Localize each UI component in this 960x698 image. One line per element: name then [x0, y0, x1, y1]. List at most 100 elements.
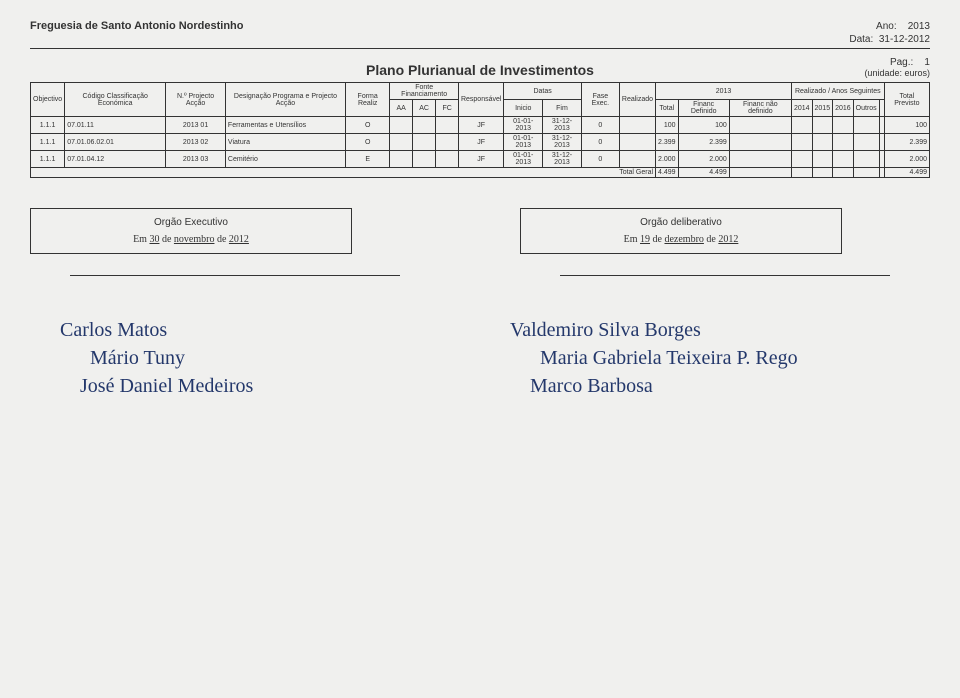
table-row: 1.1.107.01.04.122013 03CemitérioEJF01-01…	[31, 151, 930, 168]
table-cell: 2013 03	[166, 151, 226, 168]
table-cell	[436, 151, 459, 168]
table-cell	[833, 151, 854, 168]
th-blank	[879, 100, 884, 117]
table-cell: 2.000	[884, 151, 929, 168]
signatures-row: Orgão Executivo Em 30 de novembro de 201…	[30, 208, 930, 286]
delib-sig-box: Orgão deliberativo Em 19 de dezembro de …	[520, 208, 842, 254]
table-cell: E	[346, 151, 390, 168]
footer-total: 4.499	[656, 168, 679, 178]
table-cell	[812, 117, 833, 134]
table-cell: 0	[581, 134, 619, 151]
name-left-2: Mário Tuny	[90, 344, 450, 372]
th-aa: AA	[390, 100, 413, 117]
th-codigo: Código Classificação Económica	[65, 83, 166, 117]
table-cell	[619, 134, 655, 151]
table-cell	[436, 134, 459, 151]
table-cell: 100	[656, 117, 679, 134]
handwritten-names: Carlos Matos Mário Tuny José Daniel Mede…	[30, 316, 930, 400]
table-cell	[413, 151, 436, 168]
th-datas: Datas	[504, 83, 581, 100]
entity-name: Freguesia de Santo Antonio Nordestinho	[30, 20, 244, 46]
table-cell: 100	[884, 117, 929, 134]
th-financ-def: Financ Definido	[678, 100, 729, 117]
table-cell: Viatura	[225, 134, 345, 151]
footer-empty	[729, 168, 791, 178]
name-right-3: Marco Barbosa	[530, 372, 900, 400]
exec-title: Orgão Executivo	[51, 217, 331, 228]
th-2014: 2014	[791, 100, 812, 117]
table-cell: 2.000	[678, 151, 729, 168]
table-cell	[729, 134, 791, 151]
th-forma: Forma Realiz	[346, 83, 390, 117]
th-2015: 2015	[812, 100, 833, 117]
th-fim: Fim	[543, 100, 582, 117]
table-cell	[812, 151, 833, 168]
th-total-sub: Total	[656, 100, 679, 117]
footer-empty	[812, 168, 833, 178]
exec-sig-box: Orgão Executivo Em 30 de novembro de 201…	[30, 208, 352, 254]
th-nprojecto: N.º Projecto Acção	[166, 83, 226, 117]
table-cell: JF	[458, 151, 503, 168]
table-cell: 07.01.06.02.01	[65, 134, 166, 151]
name-left-1: Carlos Matos	[60, 316, 450, 344]
th-realizado-grp: Realizado / Anos Seguintes	[791, 83, 884, 100]
table-cell: 01-01-2013	[504, 117, 543, 134]
table-cell: 2.399	[656, 134, 679, 151]
th-fc: FC	[436, 100, 459, 117]
data-label: Data:	[849, 34, 873, 45]
delib-date: Em 19 de dezembro de 2012	[541, 234, 821, 245]
th-objectivo: Objectivo	[31, 83, 65, 117]
th-outros: Outros	[853, 100, 879, 117]
table-cell: 0	[581, 117, 619, 134]
table-cell	[853, 151, 879, 168]
table-cell: JF	[458, 134, 503, 151]
th-fase: Fase Exec.	[581, 83, 619, 117]
table-cell: 31-12-2013	[543, 151, 582, 168]
table-cell: 01-01-2013	[504, 134, 543, 151]
name-right-2: Maria Gabriela Teixeira P. Rego	[540, 344, 900, 372]
unit-label: (unidade: euros)	[810, 68, 930, 78]
table-cell	[619, 151, 655, 168]
th-designacao: Designação Programa e Projecto Acção	[225, 83, 345, 117]
table-cell	[390, 117, 413, 134]
table-cell	[791, 134, 812, 151]
delib-sig-line	[560, 274, 890, 276]
th-responsavel: Responsável	[458, 83, 503, 117]
table-cell: 31-12-2013	[543, 117, 582, 134]
table-cell	[791, 151, 812, 168]
table-cell: 2.399	[678, 134, 729, 151]
table-cell: 2013 01	[166, 117, 226, 134]
table-cell	[833, 117, 854, 134]
table-cell: Cemitério	[225, 151, 345, 168]
exec-date: Em 30 de novembro de 2012	[51, 234, 331, 245]
footer-label: Total Geral	[31, 168, 656, 178]
table-cell: 07.01.04.12	[65, 151, 166, 168]
footer-empty	[791, 168, 812, 178]
footer-empty	[833, 168, 854, 178]
table-cell: O	[346, 134, 390, 151]
table-cell	[729, 117, 791, 134]
header-meta: Ano: 2013 Data: 31-12-2012	[849, 20, 930, 46]
table-cell: 2.000	[656, 151, 679, 168]
th-financ-nao: Financ não definido	[729, 100, 791, 117]
table-cell	[853, 134, 879, 151]
name-right-1: Valdemiro Silva Borges	[510, 316, 900, 344]
th-inicio: Inicio	[504, 100, 543, 117]
table-cell	[390, 134, 413, 151]
table-cell	[853, 117, 879, 134]
table-cell	[390, 151, 413, 168]
exec-sig-line	[70, 274, 400, 276]
data-value: 31-12-2012	[879, 34, 930, 45]
table-cell	[436, 117, 459, 134]
footer-fdef: 4.499	[678, 168, 729, 178]
table-row: 1.1.107.01.112013 01Ferramentas e Utensí…	[31, 117, 930, 134]
table-cell: Ferramentas e Utensílios	[225, 117, 345, 134]
table-cell	[812, 134, 833, 151]
table-cell: 2.399	[884, 134, 929, 151]
table-cell: 01-01-2013	[504, 151, 543, 168]
table-row: 1.1.107.01.06.02.012013 02ViaturaOJF01-0…	[31, 134, 930, 151]
th-realizado: Realizado	[619, 83, 655, 117]
ano-value: 2013	[908, 21, 930, 32]
table-cell	[413, 134, 436, 151]
table-cell: 07.01.11	[65, 117, 166, 134]
